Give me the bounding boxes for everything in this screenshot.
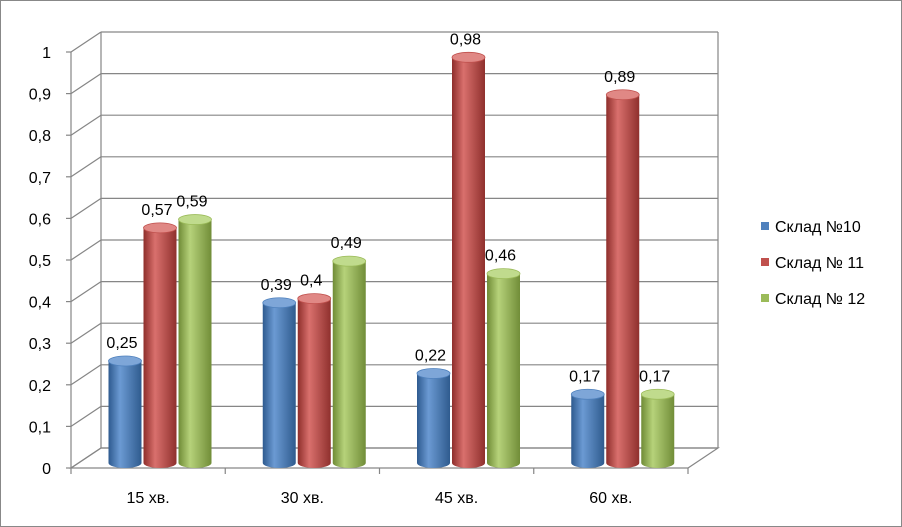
data-label: 0,46 <box>485 248 516 265</box>
data-label: 0,25 <box>106 335 137 352</box>
legend-swatch <box>761 222 769 230</box>
gridline-diagonal <box>70 114 102 136</box>
legend-label: Склад №10 <box>775 219 861 236</box>
bar <box>297 293 332 468</box>
y-tick-label: 0,5 <box>29 253 51 270</box>
y-tick-label: 0 <box>42 461 51 478</box>
chart-floor <box>69 447 720 469</box>
legend-swatch <box>761 258 769 266</box>
x-tick-label: 30 хв. <box>281 490 324 507</box>
gridline-diagonal <box>70 156 102 178</box>
bar <box>262 297 297 468</box>
gridline-diagonal <box>70 322 102 344</box>
bar-top <box>108 355 142 367</box>
bar <box>178 214 212 468</box>
bar-body <box>178 219 212 468</box>
bar-top <box>262 297 297 309</box>
bar-body <box>262 302 296 468</box>
data-label: 0,17 <box>639 368 670 385</box>
gridline-diagonal <box>70 31 102 53</box>
bar-top <box>143 222 177 234</box>
bar-body <box>108 361 142 468</box>
y-tick-label: 0,3 <box>29 336 51 353</box>
y-tick-label: 0,1 <box>29 419 51 436</box>
bars-layer <box>108 51 675 468</box>
bar <box>332 255 367 468</box>
bar-body <box>332 261 366 468</box>
bar-top <box>178 214 212 225</box>
bar-top <box>570 388 605 400</box>
bar-top <box>416 368 451 379</box>
y-tick-label: 0,6 <box>29 211 51 228</box>
gridline-diagonal <box>70 197 102 219</box>
labels-layer: 0,25 0,57 0,59 0,39 0,4 0,49 0,22 0,98 0,46 0,17 0… <box>106 31 670 385</box>
bar <box>108 355 142 468</box>
bar <box>570 388 605 468</box>
legend-swatch <box>761 294 769 302</box>
bar <box>486 268 521 468</box>
bar <box>143 222 177 468</box>
legend-label: Склад № 12 <box>775 291 865 308</box>
y-tick-label: 0,2 <box>29 378 51 395</box>
bar-body <box>641 394 675 468</box>
data-label: 0,89 <box>604 69 635 86</box>
bar <box>640 388 675 468</box>
x-tick-label: 45 хв. <box>435 490 478 507</box>
data-label: 0,4 <box>300 273 322 290</box>
bar-top <box>486 268 521 280</box>
gridline-diagonal <box>70 239 102 261</box>
y-tick-label: 0,4 <box>29 295 51 312</box>
gridline-diagonal <box>70 364 102 386</box>
y-tick-label: 0,8 <box>29 128 51 145</box>
bar <box>451 51 486 468</box>
y-tick-label: 0,9 <box>29 87 51 104</box>
x-tick-label: 60 хв. <box>589 490 632 507</box>
bar-body <box>571 394 605 468</box>
bar-body <box>417 373 450 468</box>
bar <box>605 89 640 468</box>
gridline-diagonal <box>70 281 102 303</box>
data-label: 0,49 <box>331 235 362 252</box>
bar-top <box>605 89 640 101</box>
gridline-diagonal <box>70 405 102 427</box>
data-label: 0,98 <box>450 31 481 48</box>
legend-label: Склад № 11 <box>775 255 864 272</box>
legend: Склад №10 Склад № 11 Склад № 12 <box>761 219 865 308</box>
data-label: 0,17 <box>569 368 600 385</box>
bar-top <box>297 293 332 305</box>
bar-body <box>606 94 640 468</box>
bar-top <box>640 388 675 400</box>
bar-top <box>332 255 367 267</box>
bar-body <box>143 227 177 468</box>
bar <box>416 368 451 468</box>
bar-body <box>297 298 331 468</box>
bar-body <box>487 273 520 468</box>
data-label: 0,59 <box>176 194 207 211</box>
y-tick-label: 0,7 <box>29 170 51 187</box>
x-tick-label: 15 хв. <box>127 490 170 507</box>
data-label: 0,39 <box>261 277 292 294</box>
data-label: 0,57 <box>141 202 172 219</box>
bar-top <box>451 51 486 63</box>
gridline-diagonal <box>70 73 102 95</box>
data-label: 0,22 <box>415 347 446 364</box>
y-tick-label: 1 <box>42 45 51 62</box>
bar-body <box>452 57 485 468</box>
